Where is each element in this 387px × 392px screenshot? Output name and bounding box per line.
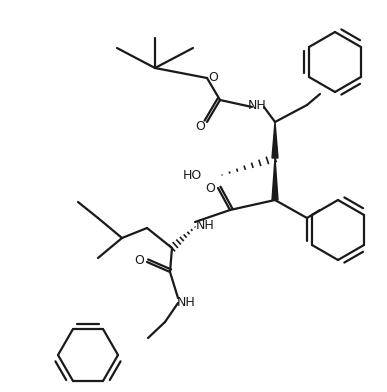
- Text: NH: NH: [195, 218, 214, 232]
- Polygon shape: [272, 158, 278, 200]
- Polygon shape: [272, 122, 278, 158]
- Text: HO: HO: [183, 169, 202, 181]
- Text: O: O: [208, 71, 218, 83]
- Text: NH: NH: [176, 296, 195, 309]
- Text: NH: NH: [248, 98, 266, 111]
- Text: O: O: [205, 181, 215, 194]
- Text: O: O: [195, 120, 205, 132]
- Text: O: O: [134, 254, 144, 267]
